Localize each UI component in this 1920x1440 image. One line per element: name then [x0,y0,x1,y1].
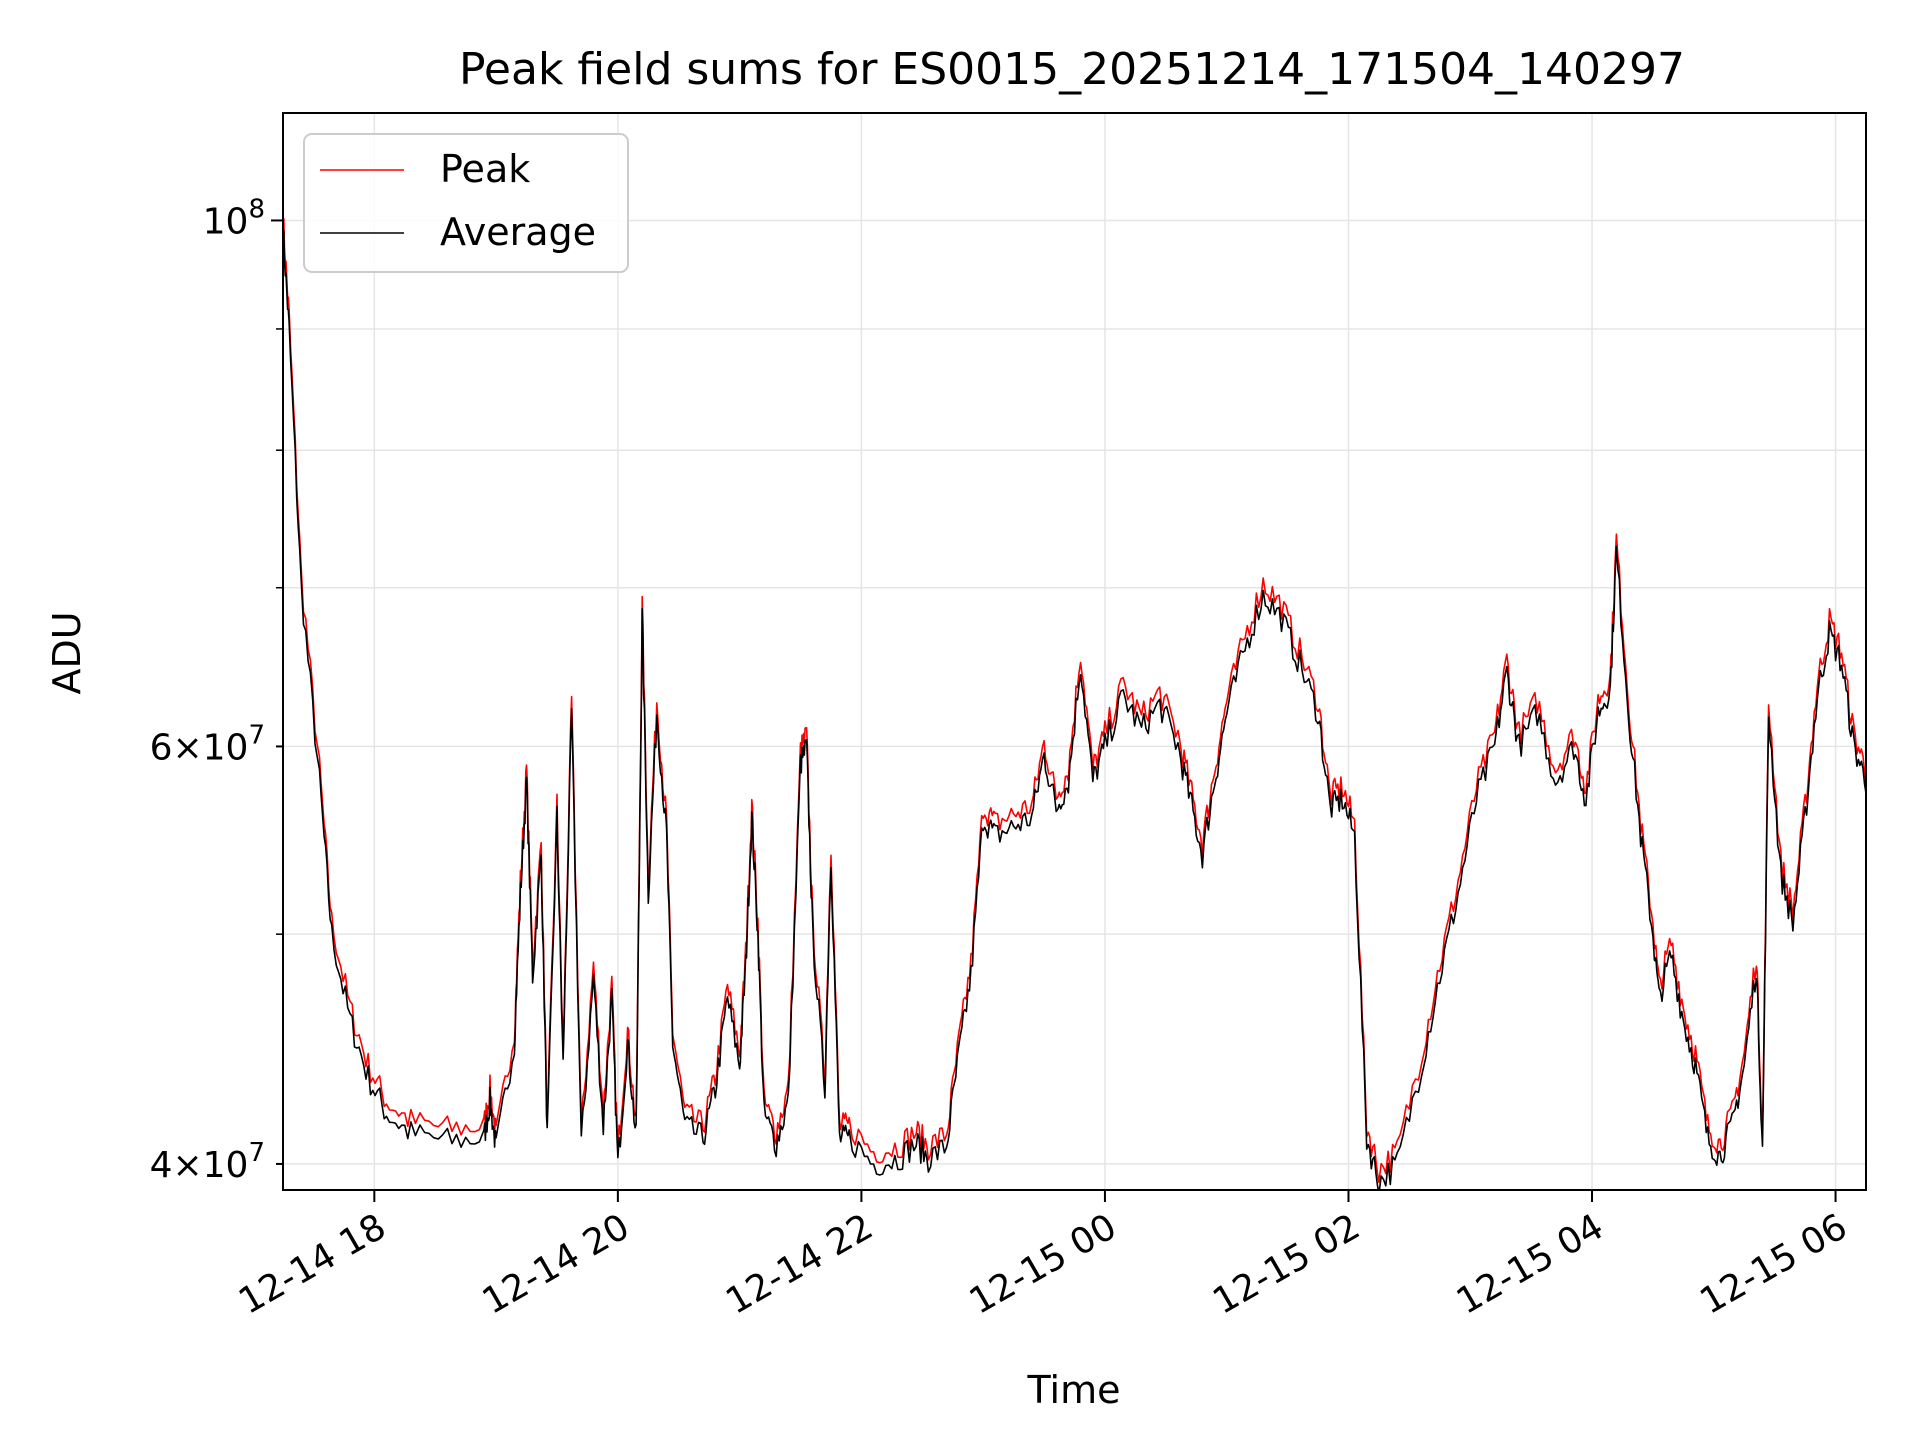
legend: Peak Average [303,133,629,273]
y-tick-label: 6×107 [150,720,265,768]
legend-peak-label: Peak [440,147,530,191]
y-tick-base: 10 [203,201,249,242]
legend-average-label: Average [440,210,596,254]
legend-box [303,133,629,273]
y-tick-coef: 4 [150,1145,173,1186]
y-tick-label: 108 [203,194,265,242]
y-tick-label: 4×107 [150,1138,265,1186]
series-line-peak [283,218,1866,1183]
y-tick-exponent: 7 [248,720,265,750]
y-tick-exponent: 7 [248,1138,265,1168]
plot-frame [282,112,1867,1191]
y-tick-base: 10 [203,1145,249,1186]
y-tick-exponent: 8 [248,194,265,224]
y-tick-base: 10 [203,727,249,768]
y-tick-times: × [172,727,202,768]
y-tick-coef: 6 [150,727,173,768]
plot-area [283,113,1866,1190]
chart-title: Peak field sums for ES0015_20251214_1715… [459,44,1685,95]
series-lines [283,218,1866,1190]
series-line-average [283,230,1866,1190]
y-tick-times: × [172,1145,202,1186]
x-axis-label: Time [1027,1368,1121,1412]
y-axis-label: ADU [45,611,89,694]
